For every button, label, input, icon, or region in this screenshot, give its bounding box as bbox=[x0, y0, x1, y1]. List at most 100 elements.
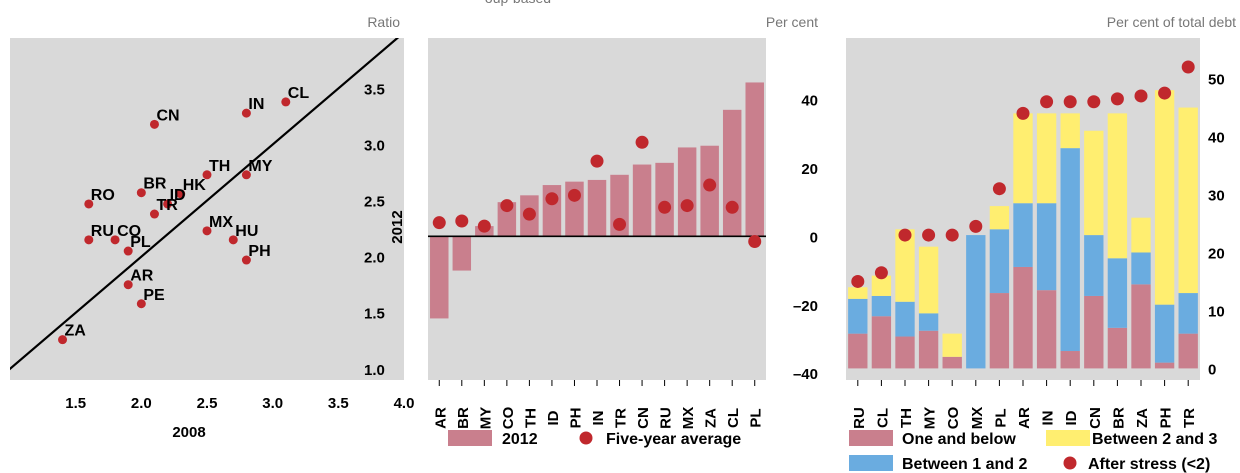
stacked-segment-pl bbox=[989, 206, 1010, 230]
stacked-x-tick-label: PL bbox=[992, 408, 1009, 427]
scatter-point-label: HK bbox=[183, 177, 207, 194]
legend-dot-five-year-average bbox=[579, 431, 593, 445]
avg-dot-co bbox=[500, 199, 514, 213]
bar-y-tick-label: 0 bbox=[810, 229, 818, 246]
stacked-x-tick-label: ZA bbox=[1134, 408, 1151, 428]
legend-label-five-year-average: Five-year average bbox=[606, 431, 741, 448]
stacked-segment-mx bbox=[966, 235, 986, 369]
diagonal-reference-line bbox=[10, 38, 400, 371]
bar-ar bbox=[430, 236, 449, 319]
scatter-point-ro bbox=[84, 199, 94, 209]
scatter-point-hu bbox=[228, 235, 238, 245]
stacked-y-tick-label: 30 bbox=[1208, 188, 1225, 205]
scatter-point-label: CN bbox=[156, 107, 179, 124]
stacked-segment-th bbox=[895, 336, 915, 369]
stress-dot-ru bbox=[851, 274, 865, 288]
bar-x-tick-label: IN bbox=[590, 411, 607, 426]
stacked-segment-ph bbox=[1154, 304, 1175, 363]
stacked-segment-za bbox=[1131, 217, 1151, 253]
stacked-x-tick-label: PH bbox=[1158, 408, 1175, 429]
legend-label-between-1-and-2: Between 1 and 2 bbox=[902, 456, 1027, 473]
scatter-point-ar bbox=[123, 280, 133, 290]
stacked-segment-cl bbox=[871, 275, 892, 296]
scatter-point-za bbox=[58, 335, 68, 345]
bar-cn bbox=[632, 164, 652, 237]
scatter-point-my bbox=[241, 170, 251, 180]
scatter-y-tick-label: 3.0 bbox=[364, 138, 385, 155]
bar-ru bbox=[655, 162, 674, 237]
scatter-point-label: IN bbox=[248, 96, 264, 113]
scatter-point-br bbox=[136, 188, 146, 198]
stacked-segment-br bbox=[1107, 327, 1128, 369]
bar-y-tick-label: –40 bbox=[793, 366, 818, 383]
stacked-segment-th bbox=[895, 229, 915, 302]
stacked-y-tick-label: 50 bbox=[1208, 72, 1225, 89]
stress-dot-za bbox=[1134, 89, 1148, 103]
scatter-point-label: CO bbox=[117, 223, 141, 240]
scatter-point-cl bbox=[281, 97, 291, 107]
stress-dot-br bbox=[1110, 92, 1124, 106]
scatter-x-axis-label: 2008 bbox=[172, 424, 205, 441]
stacked-x-tick-label: CL bbox=[874, 408, 891, 428]
stacked-segment-my bbox=[918, 246, 939, 314]
stacked-x-tick-label: CO bbox=[945, 406, 962, 429]
avg-dot-mx bbox=[680, 199, 694, 213]
scatter-point-hk bbox=[176, 189, 186, 199]
stacked-segment-ph bbox=[1154, 362, 1175, 369]
bar-pl bbox=[745, 82, 764, 237]
dot-series-after-stress bbox=[851, 60, 1195, 288]
stacked-x-tick-label: MY bbox=[922, 407, 939, 430]
scatter-point-pe bbox=[136, 299, 146, 309]
bar-legend: 2012 Five-year average bbox=[448, 430, 741, 448]
stacked-y-tick-label: 40 bbox=[1208, 130, 1225, 147]
avg-dot-br bbox=[455, 214, 469, 228]
avg-dot-cl bbox=[725, 200, 739, 214]
scatter-y-tick-label: 1.0 bbox=[364, 362, 385, 379]
stacked-x-tick-label: ID bbox=[1063, 410, 1080, 425]
stacked-segment-co bbox=[942, 356, 962, 369]
bar-x-tick-label: MY bbox=[477, 407, 494, 430]
legend-swatch-one-and-below bbox=[849, 430, 893, 446]
scatter-y-ticks: 1.0 1.5 2.0 2.5 3.0 3.5 bbox=[364, 81, 385, 378]
scatter-point-label: RO bbox=[91, 187, 115, 204]
stacked-x-tick-label: IN bbox=[1040, 411, 1057, 426]
scatter-x-ticks: 1.5 2.0 2.5 3.0 3.5 4.0 bbox=[65, 395, 414, 412]
scatter-point-label: BR bbox=[143, 176, 167, 193]
header-fragment: oup-based bbox=[485, 0, 551, 6]
stress-dot-pl bbox=[992, 182, 1006, 196]
stress-dot-mx bbox=[969, 219, 983, 233]
stacked-segment-ph bbox=[1154, 90, 1175, 305]
stacked-segment-ru bbox=[848, 333, 868, 369]
scatter-y-tick-label: 2.5 bbox=[364, 194, 385, 211]
bar-cl bbox=[722, 109, 742, 237]
avg-dot-th bbox=[522, 207, 536, 221]
scatter-y-tick-label: 1.5 bbox=[364, 306, 385, 323]
scatter-x-tick-label: 3.5 bbox=[328, 395, 349, 412]
scatter-point-label: RU bbox=[91, 223, 114, 240]
scatter-point-label: CL bbox=[288, 85, 310, 102]
stacked-y-ticks: 50 40 30 20 10 0 bbox=[1208, 72, 1225, 379]
stacked-segment-id bbox=[1060, 113, 1080, 149]
stacked-x-tick-label: AR bbox=[1016, 407, 1033, 429]
avg-dot-ru bbox=[658, 200, 672, 214]
legend-label-between-2-and-3: Between 2 and 3 bbox=[1092, 431, 1217, 448]
dot-series-five-year-average bbox=[432, 135, 762, 248]
scatter-point-label: PE bbox=[143, 287, 165, 304]
bar-x-tick-label: PH bbox=[567, 408, 584, 429]
bar-x-tick-label: CO bbox=[500, 406, 517, 429]
stacked-segment-br bbox=[1107, 258, 1128, 328]
scatter-y-tick-label: 2.0 bbox=[364, 250, 385, 267]
avg-dot-my bbox=[477, 219, 491, 233]
stacked-segment-za bbox=[1131, 284, 1151, 369]
stacked-segment-ar bbox=[1013, 266, 1033, 369]
stress-dot-th bbox=[898, 228, 912, 242]
bar-panel: Per cent AR BR MY CO TH ID PH IN TR CN RU MX ZA CL PL … bbox=[428, 14, 818, 448]
scatter-x-tick-label: 1.5 bbox=[65, 395, 86, 412]
scatter-point-label: TR bbox=[156, 197, 178, 214]
bar-unit: Per cent bbox=[766, 14, 818, 30]
legend-swatch-between-2-and-3 bbox=[1046, 430, 1090, 446]
stacked-segment-cn bbox=[1084, 235, 1104, 296]
avg-dot-ar bbox=[432, 216, 446, 230]
stress-dot-tr bbox=[1181, 60, 1195, 74]
